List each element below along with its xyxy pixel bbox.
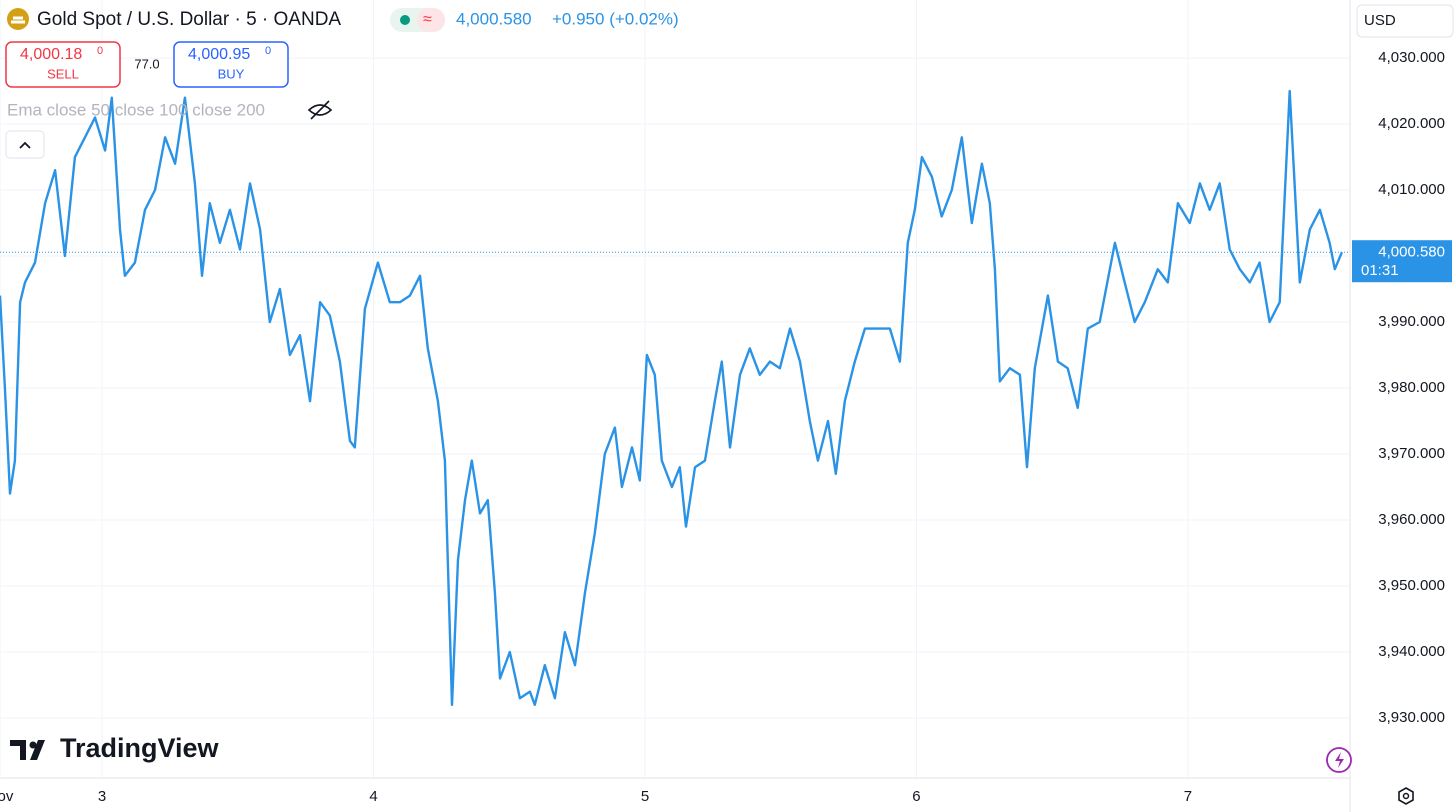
buy-label: BUY <box>218 66 245 81</box>
y-tick-label: 3,980.000 <box>1378 379 1445 396</box>
settings-button[interactable] <box>1398 787 1414 805</box>
y-tick-label: 4,010.000 <box>1378 181 1445 198</box>
currency-selector[interactable] <box>1356 4 1454 38</box>
chevron-up <box>19 141 31 149</box>
last-price: 4,000.580 <box>456 9 532 28</box>
x-tick-label: 5 <box>641 788 649 805</box>
logo-dot <box>29 741 37 749</box>
countdown: 01:31 <box>1361 262 1399 279</box>
currency: USD <box>1364 12 1396 29</box>
sell-button[interactable] <box>5 41 121 88</box>
symbol-icon-bars <box>11 16 25 24</box>
sell-label: SELL <box>47 66 79 81</box>
plot <box>0 89 1350 706</box>
time-axis: Nov 3 4 5 6 7 <box>0 788 1192 805</box>
y-tick-label: 3,930.000 <box>1378 709 1445 726</box>
legend-header: Gold Spot / U.S. Dollar · 5 · OANDA ≈ 4,… <box>5 8 679 159</box>
symbol-title: Gold Spot / U.S. Dollar · 5 · OANDA <box>37 9 341 30</box>
x-tick-label: 6 <box>912 788 920 805</box>
settings-icon <box>1398 787 1414 805</box>
x-tick-label: 3 <box>98 788 106 805</box>
buy-button[interactable] <box>173 41 289 88</box>
y-tick-label: 3,990.000 <box>1378 313 1445 330</box>
settings-icon-center <box>1402 792 1410 800</box>
indicator-legend: Ema close 50 close 100 close 200 <box>7 100 265 119</box>
last-price-label: 4,000.580 <box>1378 244 1445 261</box>
brand-logo: TradingView <box>10 733 220 763</box>
buy-price-small: 0 <box>265 45 271 57</box>
y-tick-label: 4,020.000 <box>1378 115 1445 132</box>
sell-price: 4,000.18 <box>20 46 82 63</box>
brand-name: TradingView <box>60 733 220 763</box>
market-open-dot <box>400 15 410 25</box>
y-tick-label: 3,970.000 <box>1378 445 1445 462</box>
price-line <box>0 89 1344 706</box>
x-tick-label: 7 <box>1184 788 1192 805</box>
status-icon: ≈ <box>423 11 432 28</box>
y-tick-label: 3,960.000 <box>1378 511 1445 528</box>
x-tick-label: Nov <box>0 788 14 805</box>
last-price-badge <box>1352 240 1452 283</box>
collapse-button[interactable] <box>5 130 45 159</box>
price-change: +0.950 (+0.02%) <box>552 9 679 28</box>
y-tick-label: 3,940.000 <box>1378 643 1445 660</box>
eye-slash <box>310 100 330 120</box>
y-tick-label: 3,950.000 <box>1378 577 1445 594</box>
logo-mark <box>10 740 45 760</box>
y-tick-label: 4,030.000 <box>1378 49 1445 66</box>
buy-price: 4,000.95 <box>188 46 250 63</box>
x-tick-label: 4 <box>369 788 377 805</box>
sell-price-small: 0 <box>97 45 103 57</box>
lightning-icon <box>1335 752 1344 768</box>
status-pill-right <box>417 8 445 32</box>
hide-indicator-icon[interactable] <box>307 100 333 120</box>
price-axis: 3,930.000 3,940.000 3,950.000 3,960.000 3,97… <box>1378 49 1445 726</box>
spread: 77.0 <box>134 56 159 71</box>
